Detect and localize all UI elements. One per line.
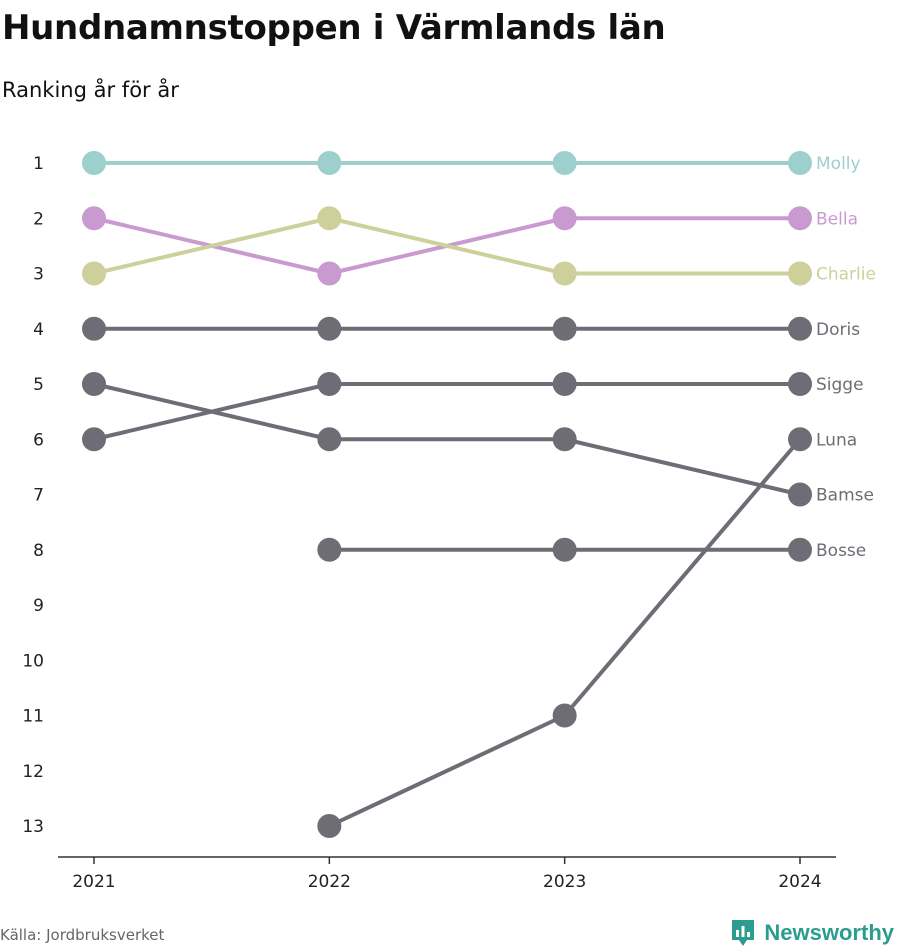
x-tick-label: 2024: [778, 872, 821, 892]
y-tick-label: 4: [33, 320, 44, 340]
data-point-bella: [82, 206, 106, 231]
y-tick-label: 9: [33, 596, 44, 616]
series-label-luna: Luna: [816, 430, 857, 450]
data-point-luna: [552, 703, 577, 728]
x-tick-label: 2022: [308, 872, 351, 892]
data-point-bamse: [552, 427, 577, 452]
series-end-labels: Doris Sigge Luna Bamse Bosse Molly Bella Charli…: [816, 154, 876, 561]
data-point-bosse: [317, 537, 342, 562]
brand-name: Newsworthy: [764, 920, 894, 945]
data-point-luna: [788, 427, 812, 452]
data-point-doris: [82, 316, 106, 341]
y-tick-label: 6: [33, 430, 44, 450]
series-line-luna: [328, 437, 802, 828]
series-label-charlie: Charlie: [816, 265, 876, 285]
series-label-molly: Molly: [816, 154, 861, 174]
data-point-sigge: [82, 427, 106, 452]
y-tick-label: 8: [33, 541, 44, 561]
data-point-doris: [552, 316, 577, 341]
y-tick-label: 11: [22, 707, 44, 727]
x-tick-label: 2023: [543, 872, 586, 892]
series-line-charlie: [93, 216, 800, 276]
series-label-doris: Doris: [816, 320, 860, 340]
series-label-sigge: Sigge: [816, 375, 864, 395]
series-label-bella: Bella: [816, 209, 858, 229]
series-line-sigge: [93, 382, 800, 442]
chart-title: Hundnamnstoppen i Värmlands län: [2, 8, 666, 48]
data-point-sigge: [552, 372, 577, 396]
y-tick-label: 1: [33, 154, 44, 174]
data-point-doris: [317, 316, 342, 341]
newsworthy-logo-icon: [732, 920, 755, 946]
data-point-charlie: [82, 261, 106, 286]
data-point-luna: [317, 814, 342, 838]
data-point-charlie: [788, 261, 812, 286]
series-lines: [93, 161, 802, 828]
source-note: Källa: Jordbruksverket: [0, 926, 165, 944]
data-point-molly: [82, 151, 106, 175]
chart-subtitle: Ranking år för år: [2, 78, 179, 102]
data-point-molly: [552, 151, 577, 175]
series-points: [82, 151, 812, 838]
y-tick-label: 3: [33, 265, 44, 285]
data-point-sigge: [317, 372, 342, 396]
data-point-sigge: [788, 372, 812, 396]
data-point-bamse: [82, 372, 106, 396]
data-point-bella: [788, 206, 812, 231]
data-point-bosse: [552, 537, 577, 562]
data-point-bamse: [788, 482, 812, 507]
brand-logo: Newsworthy: [730, 918, 894, 948]
series-line-bamse: [93, 382, 801, 497]
series-label-bosse: Bosse: [816, 541, 866, 561]
y-tick-label: 7: [33, 486, 44, 506]
data-point-bella: [317, 261, 342, 286]
data-point-bosse: [788, 537, 812, 562]
data-point-molly: [317, 151, 342, 175]
x-axis-ticks: 2021 2022 2023 2024: [72, 857, 822, 892]
data-point-charlie: [552, 261, 577, 286]
x-tick-label: 2021: [72, 872, 115, 892]
data-point-charlie: [317, 206, 342, 231]
y-tick-label: 2: [33, 209, 44, 229]
data-point-molly: [788, 151, 812, 175]
data-point-doris: [788, 316, 812, 341]
y-tick-label: 10: [22, 651, 44, 671]
y-tick-label: 12: [22, 762, 44, 782]
data-point-bella: [552, 206, 577, 231]
y-tick-label: 13: [22, 817, 44, 837]
data-point-bamse: [317, 427, 342, 452]
series-label-bamse: Bamse: [816, 486, 874, 506]
y-tick-label: 5: [33, 375, 44, 395]
